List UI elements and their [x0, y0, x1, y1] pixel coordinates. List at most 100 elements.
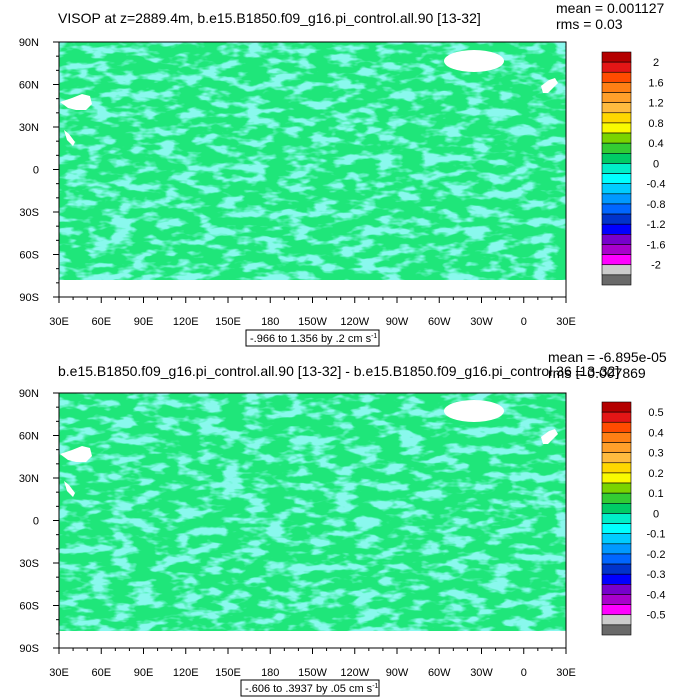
colorbar-swatch [601, 492, 632, 504]
x-tick-label: 180 [261, 667, 279, 679]
colorbar-swatch [601, 401, 632, 413]
panel-1-anomaly-field [59, 42, 566, 280]
colorbar-swatch [601, 122, 632, 134]
colorbar-label: -2 [651, 260, 661, 272]
colorbar-swatch [601, 604, 632, 616]
y-tick-label: 30S [19, 558, 39, 570]
x-tick-label: 90E [134, 316, 154, 328]
colorbar-swatch [601, 213, 632, 225]
x-tick-label: 30E [556, 316, 576, 328]
panel-1-contour-info-superscript: -1 [371, 333, 377, 340]
x-tick-label: 0 [521, 667, 527, 679]
colorbar-label: 1.2 [648, 98, 663, 110]
colorbar-swatch [601, 203, 632, 215]
y-tick-label: 0 [33, 165, 39, 177]
y-tick-label: 60N [19, 80, 39, 92]
colorbar-label: -0.4 [647, 179, 666, 191]
panel-2-greenland-mask [444, 400, 504, 422]
colorbar-swatch [601, 614, 632, 626]
colorbar-swatch [601, 472, 632, 484]
colorbar-swatch [601, 432, 632, 443]
x-tick-label: 60W [428, 316, 451, 328]
x-tick-label: 60W [428, 667, 451, 679]
y-tick-label: 60S [19, 250, 39, 262]
panel-1-svalbard-mask [541, 78, 558, 93]
colorbar-swatch [601, 132, 632, 144]
panel-2-title: b.e15.B1850.f09_g16.pi_control.all.90 [1… [58, 363, 619, 379]
colorbar-label: -1.2 [647, 219, 666, 231]
panel-2-japan-mask [60, 446, 92, 497]
colorbar-swatch [601, 173, 632, 184]
colorbar-swatch [601, 462, 632, 474]
colorbar-label: -0.1 [647, 529, 666, 541]
panel-1-contour-info-box [245, 329, 380, 347]
colorbar-swatch [601, 513, 632, 524]
panel-1-y-axis: 90N 60N 30N 0 30S 60S 90S [19, 37, 59, 304]
x-tick-label: 150W [298, 667, 327, 679]
colorbar-swatch [601, 61, 632, 73]
colorbar-swatch [601, 543, 632, 555]
colorbar-swatch [601, 112, 632, 124]
svg-text:-.966 to 1.356 by .2 cm s-1: -.966 to 1.356 by .2 cm s-1 [250, 333, 377, 345]
x-tick-label: 30E [49, 667, 69, 679]
colorbar-label: 1.6 [648, 77, 663, 89]
x-tick-label: 150W [298, 316, 327, 328]
colorbar-label: 0 [653, 158, 659, 170]
colorbar-label: -0.3 [647, 569, 666, 581]
y-tick-label: 30N [19, 473, 39, 485]
y-tick-label: 0 [33, 516, 39, 528]
x-tick-label: 0 [521, 316, 527, 328]
colorbar-swatch [601, 411, 632, 423]
x-tick-label: 120W [340, 667, 369, 679]
panel-1-contour-info-text: -.966 to 1.356 by .2 cm s [250, 333, 372, 345]
colorbar-swatch [601, 503, 632, 514]
colorbar-swatch [601, 442, 632, 453]
x-tick-label: 180 [261, 316, 279, 328]
colorbar-label: 0.5 [648, 407, 663, 419]
panel-1-colorbar: 2 1.6 1.2 0.8 0.4 0 -0.4 -0.8 -1.2 -1.6 -2 [601, 51, 666, 286]
colorbar-label: 0.2 [648, 468, 663, 480]
panel-2-colorbar: 0.5 0.4 0.3 0.2 0.1 0 -0.1 -0.2 -0.3 -0.4 -0.5 [601, 401, 666, 636]
panel-2-svalbard-mask [541, 429, 558, 444]
panel-1-title: VISOP at z=2889.4m, b.e15.B1850.f09_g16.… [58, 10, 481, 26]
y-tick-label: 90N [19, 37, 39, 49]
y-tick-label: 30N [19, 122, 39, 134]
colorbar-label: 0.8 [648, 118, 663, 130]
x-tick-label: 30W [470, 316, 493, 328]
panel-2-mean: mean = -6.895e-05 [548, 349, 667, 365]
panel-1-mean: mean = 0.001127 [556, 0, 665, 16]
y-tick-label: 60S [19, 601, 39, 613]
colorbar-label: 0.4 [648, 138, 663, 150]
panel-1: VISOP at z=2889.4m, b.e15.B1850.f09_g16.… [19, 0, 666, 347]
panel-2-anomaly-field [59, 393, 566, 631]
panel-2-contour-info-box [240, 679, 380, 697]
svg-text:-.606 to .3937 by .05 cm s-1: -.606 to .3937 by .05 cm s-1 [245, 683, 379, 695]
panel-2-contour-info-text: -.606 to .3937 by .05 cm s [245, 683, 373, 695]
colorbar-swatch [601, 102, 632, 114]
x-tick-label: 90E [134, 667, 154, 679]
x-tick-label: 60E [91, 316, 111, 328]
panel-1-greenland-mask [444, 50, 504, 72]
panel-2-map [58, 392, 567, 649]
panel-1-japan-mask [60, 94, 92, 146]
colorbar-swatch [601, 244, 632, 255]
colorbar-swatch [601, 594, 632, 605]
colorbar-label: 0.4 [648, 427, 663, 439]
colorbar-swatch [601, 163, 632, 174]
colorbar-swatch [601, 92, 632, 103]
x-tick-label: 60E [91, 667, 111, 679]
panel-2-rms: rms = 0.007869 [548, 365, 646, 381]
colorbar-label: 0.3 [648, 448, 663, 460]
y-tick-label: 90S [19, 643, 39, 655]
panel-1-rms: rms = 0.03 [556, 16, 623, 32]
y-tick-label: 30S [19, 207, 39, 219]
colorbar-label: -0.4 [647, 589, 666, 601]
colorbar-label: 0.1 [648, 488, 663, 500]
x-tick-label: 30W [470, 667, 493, 679]
colorbar-swatch [601, 193, 632, 205]
panel-1-x-axis: 30E 60E 90E 120E 150E 180 150W 120W 90W 60W 30W 0 30… [49, 297, 576, 328]
colorbar-swatch [601, 482, 632, 494]
colorbar-label: 2 [653, 57, 659, 69]
x-tick-label: 30E [556, 667, 576, 679]
